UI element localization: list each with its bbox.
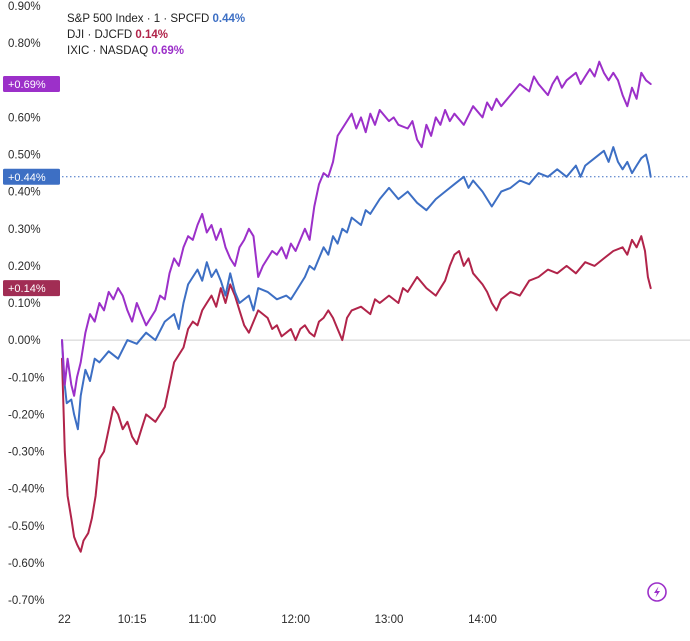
y-tick-label: 0.00% bbox=[8, 335, 41, 347]
legend-entry-1[interactable]: DJI · DJCFD 0.14% bbox=[67, 29, 168, 41]
legend-text: S&P 500 Index · 1 · SPCFD 0.44% bbox=[67, 13, 245, 25]
y-tick-label: -0.20% bbox=[8, 409, 44, 421]
legend-series-value: 0.69% bbox=[151, 45, 184, 57]
last-value-tag-0: +0.44% bbox=[3, 168, 60, 185]
y-tick-label: -0.70% bbox=[8, 595, 44, 607]
last-value-tag-text: +0.69% bbox=[8, 79, 46, 91]
y-tick-label: -0.60% bbox=[8, 558, 44, 570]
legend-series-name: S&P 500 Index · 1 · SPCFD bbox=[67, 13, 213, 25]
lightning-icon[interactable] bbox=[647, 582, 667, 602]
series-line-2 bbox=[61, 60, 652, 397]
legend-series-name: IXIC · NASDAQ bbox=[67, 45, 151, 57]
y-tick-label: 0.20% bbox=[8, 261, 41, 273]
legend-series-name: DJI · DJCFD bbox=[67, 29, 135, 41]
legend-entry-0[interactable]: S&P 500 Index · 1 · SPCFD 0.44% bbox=[67, 13, 245, 25]
y-tick-label: 0.10% bbox=[8, 298, 41, 310]
y-tick-label: -0.50% bbox=[8, 521, 44, 533]
y-tick-label: -0.40% bbox=[8, 484, 44, 496]
x-tick-label: 22 bbox=[58, 614, 71, 626]
last-value-tag-text: +0.44% bbox=[8, 172, 46, 184]
y-tick-label: 0.50% bbox=[8, 150, 41, 162]
legend-text: DJI · DJCFD 0.14% bbox=[67, 29, 168, 41]
last-value-tag-1: +0.14% bbox=[3, 280, 60, 297]
y-tick-label: 0.60% bbox=[8, 112, 41, 124]
y-tick-label: 0.80% bbox=[8, 38, 41, 50]
last-value-tag-2: +0.69% bbox=[3, 75, 60, 92]
y-tick-label: 0.30% bbox=[8, 224, 41, 236]
y-tick-label: 0.90% bbox=[8, 1, 41, 13]
x-tick-label: 11:00 bbox=[188, 614, 216, 626]
y-tick-label: -0.30% bbox=[8, 447, 44, 459]
x-tick-label: 13:00 bbox=[375, 614, 404, 626]
legend-entry-2[interactable]: IXIC · NASDAQ 0.69% bbox=[67, 45, 184, 57]
legend-series-value: 0.14% bbox=[135, 29, 168, 41]
last-value-tag-text: +0.14% bbox=[8, 283, 46, 295]
legend-text: IXIC · NASDAQ 0.69% bbox=[67, 45, 184, 57]
series-line-1 bbox=[61, 235, 652, 553]
y-tick-label: 0.40% bbox=[8, 187, 41, 199]
x-tick-label: 10:15 bbox=[118, 614, 147, 626]
y-tick-label: -0.10% bbox=[8, 372, 44, 384]
x-tick-label: 14:00 bbox=[468, 614, 497, 626]
x-tick-label: 12:00 bbox=[281, 614, 310, 626]
legend-series-value: 0.44% bbox=[213, 13, 246, 25]
series-line-0 bbox=[61, 146, 652, 431]
